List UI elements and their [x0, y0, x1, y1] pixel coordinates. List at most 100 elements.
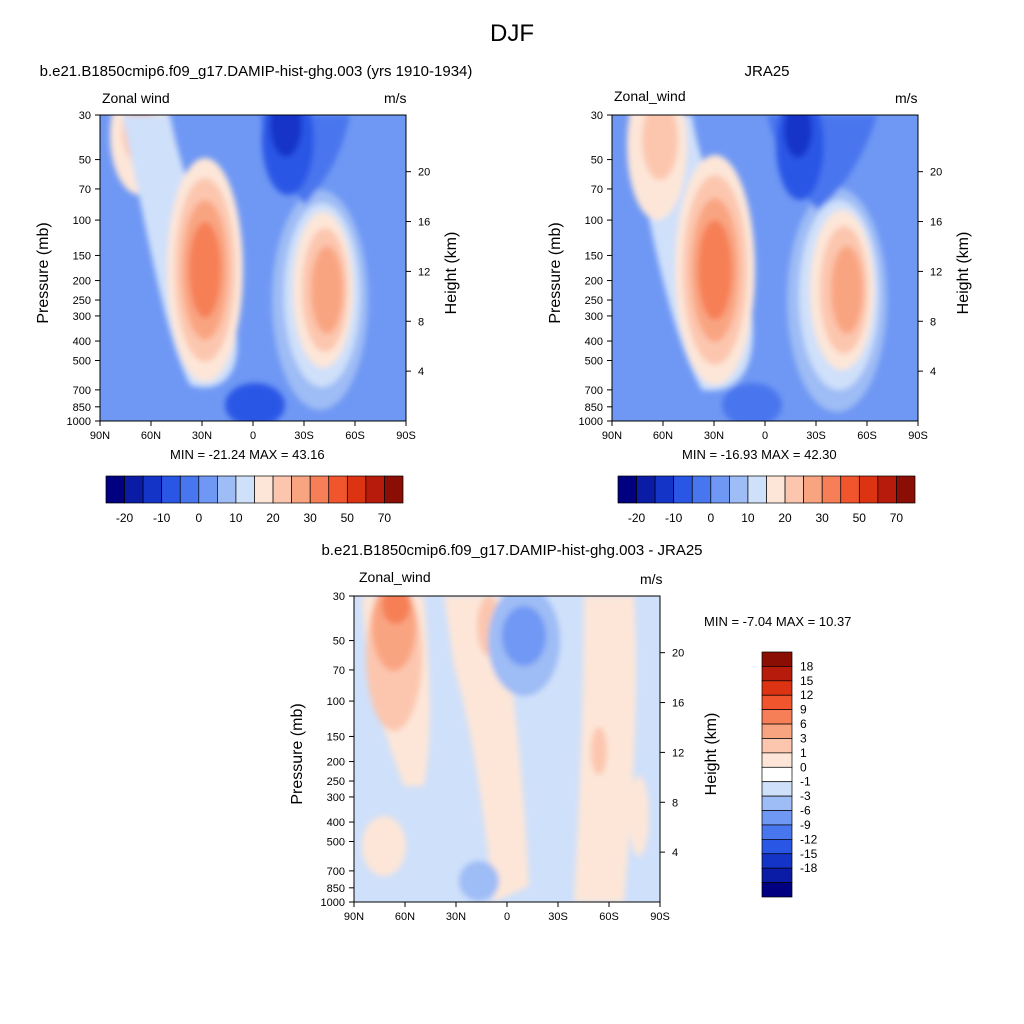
page-title: DJF — [490, 20, 534, 47]
diff-pressure-tick-label: 100 — [327, 696, 345, 708]
obs-colorbar-label: 70 — [890, 511, 904, 525]
model-pressure-tick-label: 1000 — [67, 416, 91, 428]
obs-colorbar-swatch — [710, 475, 730, 504]
diff-variable-label: Zonal_wind — [359, 569, 431, 585]
obs-latitude-tick-label: 30S — [806, 430, 826, 442]
diff-height-axis-label: Height (km) — [703, 713, 720, 796]
model-colorbar-swatch — [291, 475, 311, 504]
obs-nh-polar-jet-core — [642, 115, 678, 180]
model-units-label: m/s — [384, 90, 407, 106]
model-height-tick-label: 4 — [418, 366, 424, 378]
obs-latitude-tick-label: 60S — [857, 430, 877, 442]
obs-pressure-tick-label: 50 — [591, 155, 603, 167]
model-nh-subtropical-jet-core — [189, 222, 221, 318]
diff-colorbar-label: 0 — [800, 760, 807, 774]
diff-latitude-tick-label: 90N — [344, 911, 364, 923]
obs-pressure-ticks: 30 50 70 100 150 200 250 300 400 500 700 850 1000 — [579, 110, 612, 428]
obs-pressure-tick-label: 30 — [591, 110, 603, 122]
diff-pressure-tick-label: 1000 — [321, 897, 345, 909]
obs-colorbar: -20 -10 0 10 20 30 50 70 — [617, 475, 916, 525]
diff-colorbar-swatch — [761, 781, 793, 797]
obs-colorbar-label: 10 — [741, 511, 755, 525]
obs-pressure-tick-label: 700 — [585, 385, 603, 397]
model-colorbar-swatch — [124, 475, 144, 504]
obs-pressure-tick-label: 400 — [585, 336, 603, 348]
obs-pressure-tick-label: 100 — [585, 215, 603, 227]
obs-colorbar-label: 30 — [816, 511, 830, 525]
obs-panel-title: JRA25 — [744, 63, 790, 80]
model-latitude-tick-label: 0 — [250, 430, 256, 442]
obs-pressure-tick-label: 250 — [585, 295, 603, 307]
obs-colorbar-swatch — [654, 475, 675, 504]
diff-pressure-axis-label: Pressure (mb) — [289, 703, 306, 804]
diff-latitude-tick-label: 30N — [446, 911, 466, 923]
obs-height-tick-label: 16 — [930, 217, 942, 229]
diff-sh-positive-core — [591, 727, 607, 775]
obs-min-max: MIN = -16.93 MAX = 42.30 — [682, 447, 837, 462]
diff-colorbar-label: 6 — [800, 717, 807, 731]
model-latitude-tick-label: 30N — [192, 430, 212, 442]
obs-colorbar-swatch — [617, 475, 637, 504]
diff-pressure-tick-label: 200 — [327, 757, 345, 769]
diff-min-max: MIN = -7.04 MAX = 10.37 — [704, 614, 852, 629]
obs-colorbar-swatch — [766, 475, 786, 504]
diff-latitude-tick-label: 30S — [548, 911, 568, 923]
model-height-ticks: 20 16 12 8 4 — [406, 167, 430, 378]
obs-pressure-tick-label: 500 — [585, 356, 603, 368]
model-pressure-tick-label: 70 — [79, 184, 91, 196]
diff-pressure-tick-label: 300 — [327, 792, 345, 804]
obs-height-axis-label: Height (km) — [955, 232, 972, 315]
model-pressure-tick-label: 30 — [79, 110, 91, 122]
model-colorbar-label: 70 — [378, 511, 392, 525]
model-colorbar-swatch — [142, 475, 163, 504]
model-colorbar-label: 50 — [341, 511, 355, 525]
model-latitude-ticks: 90N 60N 30N 0 30S 60S 90S — [90, 421, 416, 442]
obs-colorbar-label: 50 — [853, 511, 867, 525]
diff-colorbar-label: 1 — [800, 746, 807, 760]
model-height-axis-label: Height (km) — [443, 232, 460, 315]
diff-colorbar-swatch — [761, 694, 793, 710]
model-pressure-tick-label: 50 — [79, 155, 91, 167]
model-height-tick-label: 16 — [418, 217, 430, 229]
obs-colorbar-label: 0 — [707, 511, 714, 525]
model-colorbar-swatch — [179, 475, 200, 504]
diff-latitude-ticks: 90N 60N 30N 0 30S 60S 90S — [344, 902, 670, 923]
diff-colorbar-swatch — [761, 882, 793, 898]
model-latitude-tick-label: 30S — [294, 430, 314, 442]
model-pressure-tick-label: 250 — [73, 295, 91, 307]
diff-height-tick-label: 4 — [672, 847, 678, 859]
obs-variable-label: Zonal_wind — [614, 88, 686, 104]
diff-latitude-tick-label: 60N — [395, 911, 415, 923]
model-colorbar-swatch — [309, 475, 330, 504]
model-height-tick-label: 12 — [418, 266, 430, 278]
obs-pressure-tick-label: 200 — [585, 276, 603, 288]
model-pressure-ticks: 30 50 70 100 150 200 250 300 400 500 700 850 1000 — [67, 110, 100, 428]
diff-colorbar-swatch — [761, 810, 793, 826]
diff-colorbar-label: 3 — [800, 731, 807, 745]
model-latitude-tick-label: 90N — [90, 430, 110, 442]
obs-height-tick-label: 4 — [930, 366, 936, 378]
model-min-max: MIN = -21.24 MAX = 43.16 — [170, 447, 325, 462]
model-panel-title: b.e21.B1850cmip6.f09_g17.DAMIP-hist-ghg.… — [39, 63, 473, 80]
diff-colorbar-swatch — [761, 853, 793, 869]
obs-colorbar-swatch — [784, 475, 804, 504]
obs-surface-easterlies — [722, 383, 782, 421]
model-colorbar-swatch — [254, 475, 274, 504]
obs-colorbar-label: 20 — [778, 511, 792, 525]
obs-stratospheric-easterlies-core — [784, 115, 812, 158]
model-pressure-tick-label: 100 — [73, 215, 91, 227]
obs-height-tick-label: 12 — [930, 266, 942, 278]
diff-colorbar-label: 15 — [800, 674, 814, 688]
model-pressure-tick-label: 500 — [73, 356, 91, 368]
diff-colorbar-swatch — [761, 752, 793, 768]
diff-colorbar-label: 9 — [800, 703, 807, 717]
diff-pressure-tick-label: 70 — [333, 665, 345, 677]
diff-tropical-negative-core — [502, 606, 546, 666]
diff-height-tick-label: 12 — [672, 747, 684, 759]
diff-colorbar-swatch — [761, 723, 793, 739]
model-colorbar-swatch — [198, 475, 218, 504]
diff-colorbar-swatch — [761, 680, 793, 696]
model-latitude-tick-label: 90S — [396, 430, 416, 442]
